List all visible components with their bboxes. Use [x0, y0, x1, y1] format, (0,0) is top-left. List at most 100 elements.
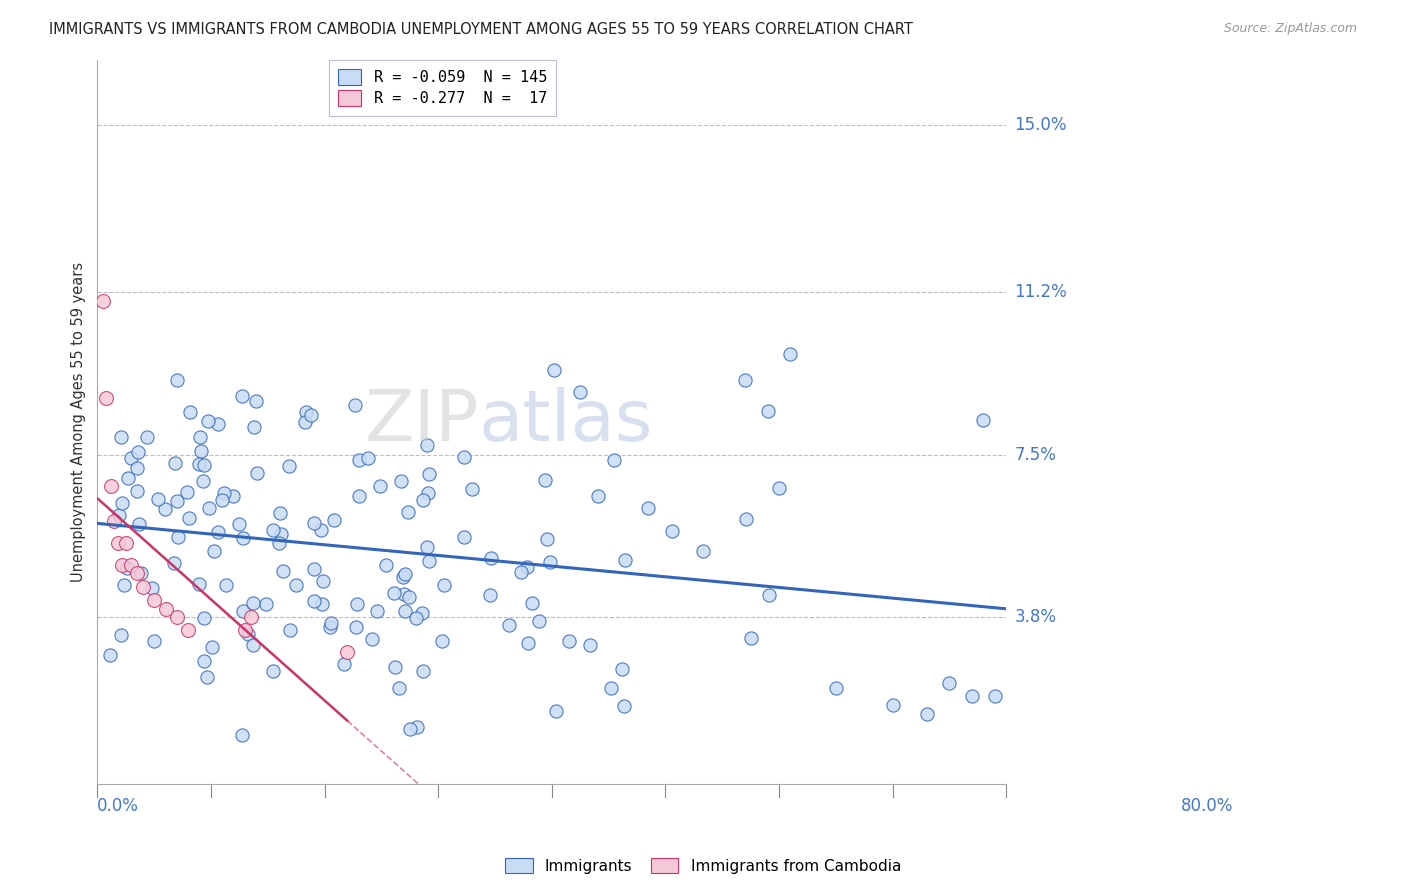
- Point: [262, 523, 284, 537]
- Point: [193, 474, 215, 488]
- Point: [479, 551, 502, 566]
- Point: [179, 405, 201, 419]
- Point: [115, 561, 138, 575]
- Point: [201, 640, 224, 654]
- Point: [534, 473, 557, 487]
- Text: IMMIGRANTS VS IMMIGRANTS FROM CAMBODIA UNEMPLOYMENT AMONG AGES 55 TO 59 YEARS CO: IMMIGRANTS VS IMMIGRANTS FROM CAMBODIA U…: [49, 22, 912, 37]
- Point: [110, 430, 132, 444]
- Point: [516, 560, 538, 574]
- Point: [117, 471, 139, 485]
- Point: [233, 624, 256, 638]
- Point: [366, 604, 388, 618]
- Point: [527, 614, 550, 628]
- Text: 80.0%: 80.0%: [1181, 797, 1233, 815]
- Point: [569, 384, 592, 399]
- Point: [112, 577, 135, 591]
- Point: [432, 634, 454, 648]
- Point: [269, 506, 291, 520]
- Point: [228, 516, 250, 531]
- Point: [346, 597, 368, 611]
- Point: [188, 576, 211, 591]
- Point: [262, 664, 284, 678]
- Point: [357, 450, 380, 465]
- Text: 15.0%: 15.0%: [1015, 117, 1067, 135]
- Point: [984, 690, 1007, 704]
- Point: [231, 728, 253, 742]
- Point: [543, 362, 565, 376]
- Point: [758, 588, 780, 602]
- Point: [544, 704, 567, 718]
- Point: [177, 511, 200, 525]
- Legend: Immigrants, Immigrants from Cambodia: Immigrants, Immigrants from Cambodia: [499, 852, 907, 880]
- Point: [211, 493, 233, 508]
- Point: [418, 467, 440, 481]
- Point: [603, 453, 626, 467]
- Point: [319, 620, 342, 634]
- Point: [661, 524, 683, 538]
- Point: [195, 670, 218, 684]
- Point: [127, 566, 149, 581]
- Text: ZIP: ZIP: [364, 387, 479, 457]
- Point: [972, 413, 994, 427]
- Point: [202, 544, 225, 558]
- Text: 0.0%: 0.0%: [97, 797, 139, 815]
- Point: [370, 479, 392, 493]
- Point: [610, 662, 633, 676]
- Point: [141, 581, 163, 595]
- Point: [242, 596, 264, 610]
- Text: Source: ZipAtlas.com: Source: ZipAtlas.com: [1223, 22, 1357, 36]
- Point: [197, 414, 219, 428]
- Point: [231, 389, 253, 403]
- Point: [254, 597, 277, 611]
- Point: [433, 577, 456, 591]
- Point: [311, 597, 333, 611]
- Point: [558, 634, 581, 648]
- Point: [232, 604, 254, 618]
- Point: [586, 489, 609, 503]
- Point: [193, 654, 215, 668]
- Point: [412, 665, 434, 679]
- Point: [398, 590, 420, 604]
- Point: [135, 430, 157, 444]
- Point: [740, 632, 762, 646]
- Point: [392, 586, 415, 600]
- Point: [536, 533, 558, 547]
- Point: [163, 556, 186, 570]
- Point: [382, 586, 405, 600]
- Point: [735, 511, 758, 525]
- Point: [129, 566, 152, 581]
- Point: [344, 620, 367, 634]
- Point: [167, 530, 190, 544]
- Point: [538, 555, 561, 569]
- Point: [336, 645, 359, 659]
- Point: [285, 578, 308, 592]
- Point: [271, 564, 294, 578]
- Point: [270, 527, 292, 541]
- Point: [578, 639, 600, 653]
- Point: [394, 566, 416, 581]
- Point: [278, 623, 301, 637]
- Point: [600, 681, 623, 695]
- Point: [239, 610, 262, 624]
- Point: [128, 517, 150, 532]
- Point: [384, 659, 406, 673]
- Point: [416, 438, 439, 452]
- Point: [614, 553, 637, 567]
- Point: [915, 706, 938, 721]
- Point: [416, 486, 439, 500]
- Point: [323, 513, 346, 527]
- Point: [125, 461, 148, 475]
- Text: atlas: atlas: [479, 387, 654, 457]
- Point: [343, 398, 366, 412]
- Point: [520, 596, 543, 610]
- Point: [246, 466, 269, 480]
- Point: [212, 485, 235, 500]
- Point: [389, 474, 412, 488]
- Point: [637, 500, 659, 515]
- Point: [166, 373, 188, 387]
- Y-axis label: Unemployment Among Ages 55 to 59 years: Unemployment Among Ages 55 to 59 years: [72, 262, 86, 582]
- Point: [111, 496, 134, 510]
- Point: [299, 409, 322, 423]
- Text: 3.8%: 3.8%: [1015, 608, 1056, 626]
- Point: [222, 489, 245, 503]
